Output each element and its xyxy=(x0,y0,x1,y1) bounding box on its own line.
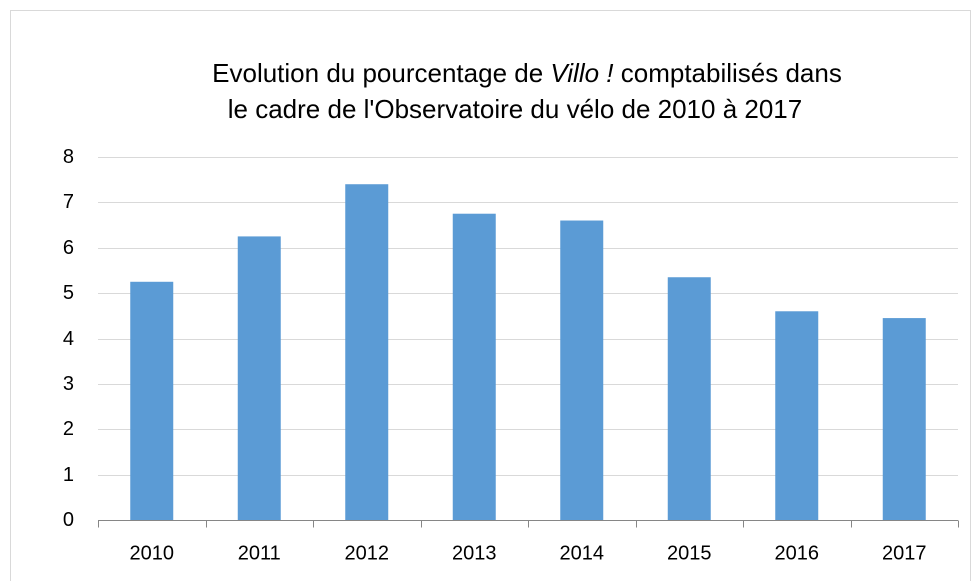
x-tick-label: 2017 xyxy=(882,542,927,564)
x-tick-label: 2012 xyxy=(345,542,390,564)
bar xyxy=(345,184,389,520)
x-tick-label: 2016 xyxy=(775,542,820,564)
bar xyxy=(882,318,926,520)
bar xyxy=(237,236,281,520)
title-part: le cadre de l'Observatoire du vélo de 20… xyxy=(228,94,802,124)
x-tick-label: 2010 xyxy=(130,542,175,564)
y-tick-label: 4 xyxy=(63,328,74,350)
title-part: Villo ! xyxy=(550,58,613,88)
y-tick-label: 1 xyxy=(63,464,74,486)
chart-title-line: le cadre de l'Observatoire du vélo de 20… xyxy=(228,94,802,124)
x-tick-label: 2011 xyxy=(238,542,281,564)
chart-title-line: Evolution du pourcentage de Villo ! comp… xyxy=(212,58,842,88)
y-tick-label: 3 xyxy=(63,373,74,395)
x-tick-label: 2014 xyxy=(560,542,605,564)
x-tick-label: 2013 xyxy=(452,542,497,564)
y-tick-label: 5 xyxy=(63,282,74,304)
y-tick-label: 6 xyxy=(63,237,74,259)
y-tick-label: 7 xyxy=(63,191,74,213)
bar xyxy=(667,277,711,520)
title-part: comptabilisés dans xyxy=(614,58,842,88)
bar xyxy=(452,213,496,520)
y-tick-label: 2 xyxy=(63,418,74,440)
bar xyxy=(130,281,174,520)
x-tick-label: 2015 xyxy=(667,542,712,564)
y-tick-label: 0 xyxy=(63,509,74,531)
title-part: Evolution du pourcentage de xyxy=(212,58,550,88)
y-tick-label: 8 xyxy=(63,146,74,168)
bar xyxy=(560,220,604,520)
bar xyxy=(775,311,819,520)
